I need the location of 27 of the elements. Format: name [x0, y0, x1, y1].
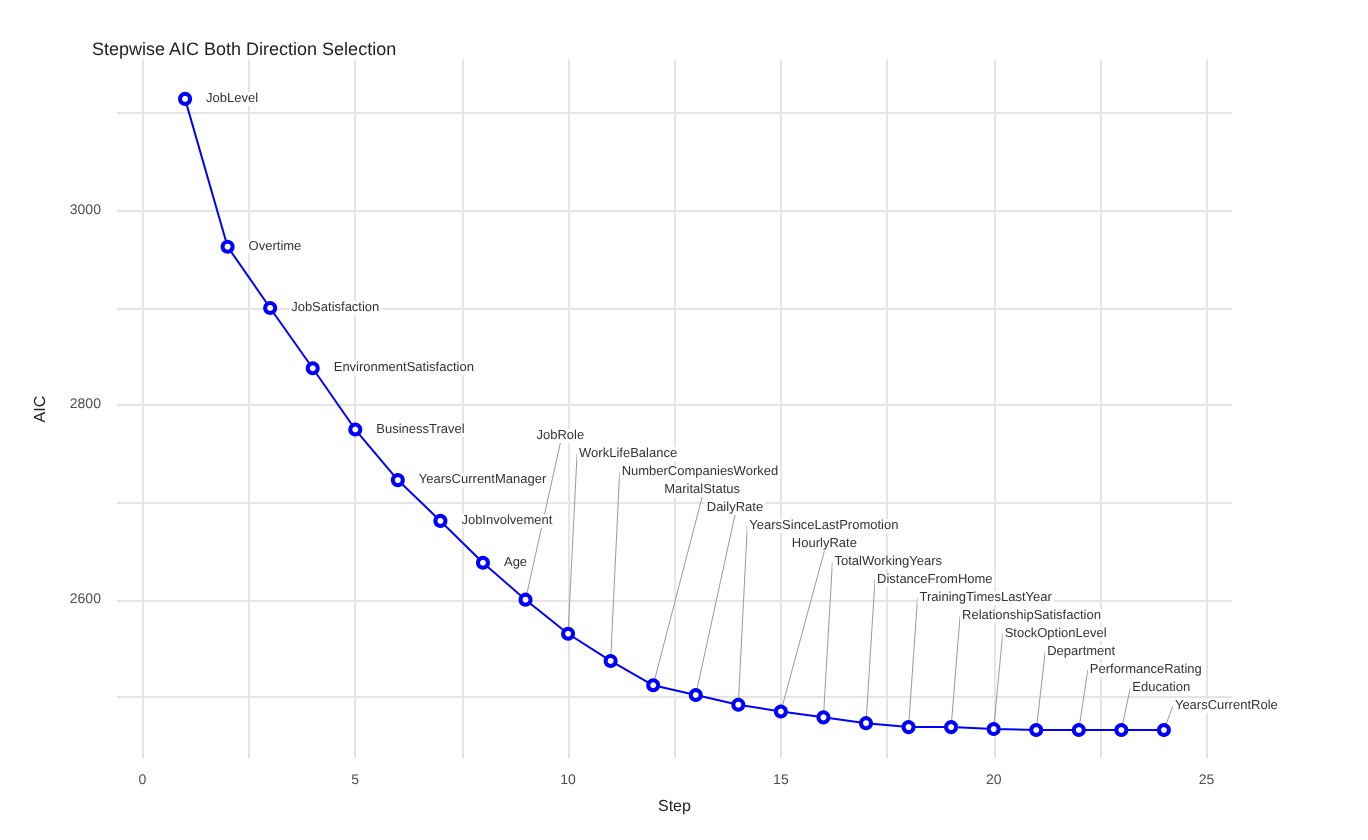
point: [688, 687, 703, 702]
point: [603, 653, 618, 668]
chart-title: Stepwise AIC Both Direction Selection: [92, 39, 397, 59]
point: [518, 592, 533, 607]
point: [561, 626, 576, 641]
point: [646, 678, 661, 693]
point: [731, 697, 746, 712]
point: [1156, 723, 1171, 737]
point: [1071, 723, 1086, 737]
point: [433, 513, 448, 528]
point: [901, 720, 916, 735]
point: [305, 361, 320, 376]
point: [348, 422, 363, 437]
point: [178, 91, 193, 106]
point: [220, 239, 235, 254]
point: [986, 722, 1001, 737]
point: [390, 473, 405, 488]
point: [1114, 723, 1129, 737]
point: [859, 716, 873, 731]
point: [1029, 723, 1044, 737]
point: [475, 555, 490, 570]
point: [773, 704, 788, 719]
point: [944, 720, 959, 735]
point: [816, 710, 831, 725]
x-axis-title: Step: [658, 797, 693, 815]
y-axis-title: AIC: [31, 395, 49, 423]
point: [263, 300, 278, 315]
